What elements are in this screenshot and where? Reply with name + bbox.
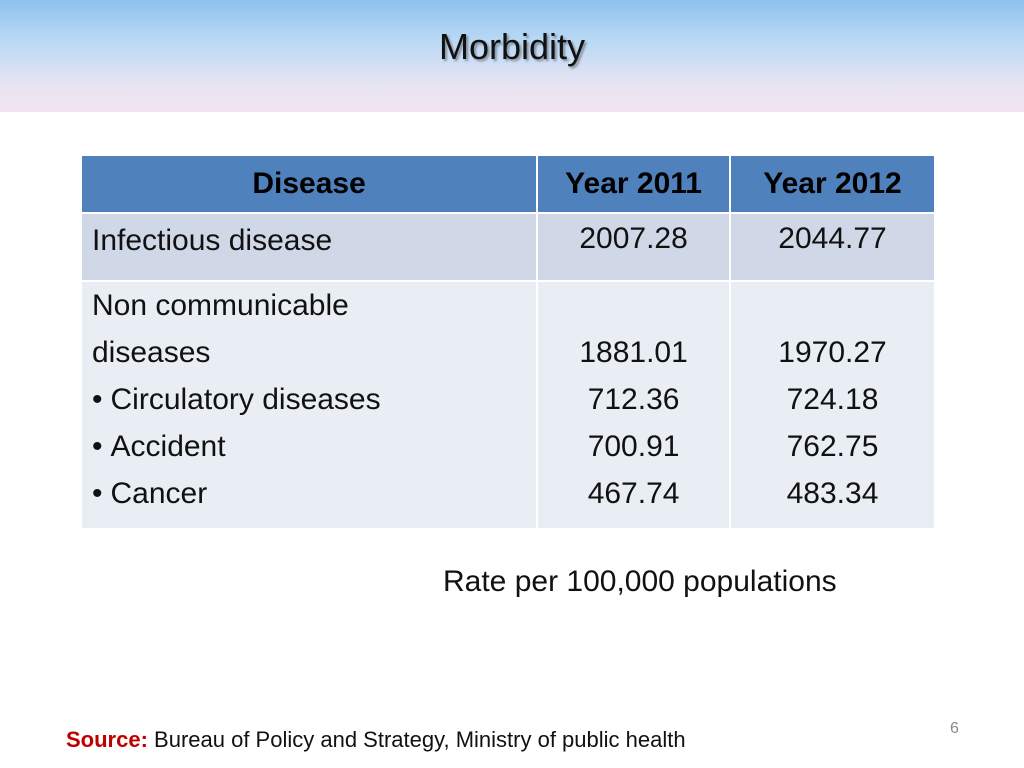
ncd-label-line-1: Non communicable <box>92 289 349 322</box>
cell-infectious-2012: 2044.77 <box>729 212 936 282</box>
value-accident-2012: 762.75 <box>786 430 879 463</box>
table-row: Infectious disease 2007.28 2044.77 <box>79 212 936 282</box>
table-header-row: Disease Year 2011 Year 2012 <box>79 154 936 214</box>
bullet-circulatory: Circulatory diseases <box>92 376 526 423</box>
header-year-2011: Year 2011 <box>536 154 732 214</box>
value-ncd-2012: 1970.27 <box>778 336 887 369</box>
bullet-cancer: Cancer <box>92 470 526 517</box>
value-accident-2011: 700.91 <box>587 430 680 463</box>
cell-infectious-2011: 2007.28 <box>536 212 732 282</box>
cell-disease-ncd: Non communicable diseases Circulatory di… <box>79 280 539 530</box>
rate-note: Rate per 100,000 populations <box>443 565 837 598</box>
bullet-accident: Accident <box>92 423 526 470</box>
value-cancer-2011: 467.74 <box>587 477 680 510</box>
cell-ncd-2011: 1881.01 712.36 700.91 467.74 <box>536 280 732 530</box>
header-year-2012: Year 2012 <box>729 154 936 214</box>
cell-disease-infectious: Infectious disease <box>79 212 539 282</box>
value-circulatory-2012: 724.18 <box>786 383 879 416</box>
spacer-line <box>741 282 924 329</box>
value-ncd-2011: 1881.01 <box>579 336 688 369</box>
value-cancer-2012: 483.34 <box>786 477 879 510</box>
source-text: Bureau of Policy and Strategy, Ministry … <box>154 727 686 752</box>
slide-title: Morbidity <box>438 26 586 67</box>
title-band <box>0 0 1024 112</box>
value-circulatory-2011: 712.36 <box>587 383 680 416</box>
cell-ncd-2012: 1970.27 724.18 762.75 483.34 <box>729 280 936 530</box>
morbidity-table: Disease Year 2011 Year 2012 Infectious d… <box>79 154 936 530</box>
spacer-line <box>548 282 719 329</box>
table-row: Non communicable diseases Circulatory di… <box>79 280 936 530</box>
source-label: Source: <box>66 727 148 752</box>
header-disease: Disease <box>79 154 539 214</box>
source-line: Source: Bureau of Policy and Strategy, M… <box>66 727 686 753</box>
page-number: 6 <box>950 720 959 737</box>
ncd-label-line-2: diseases <box>92 336 211 369</box>
